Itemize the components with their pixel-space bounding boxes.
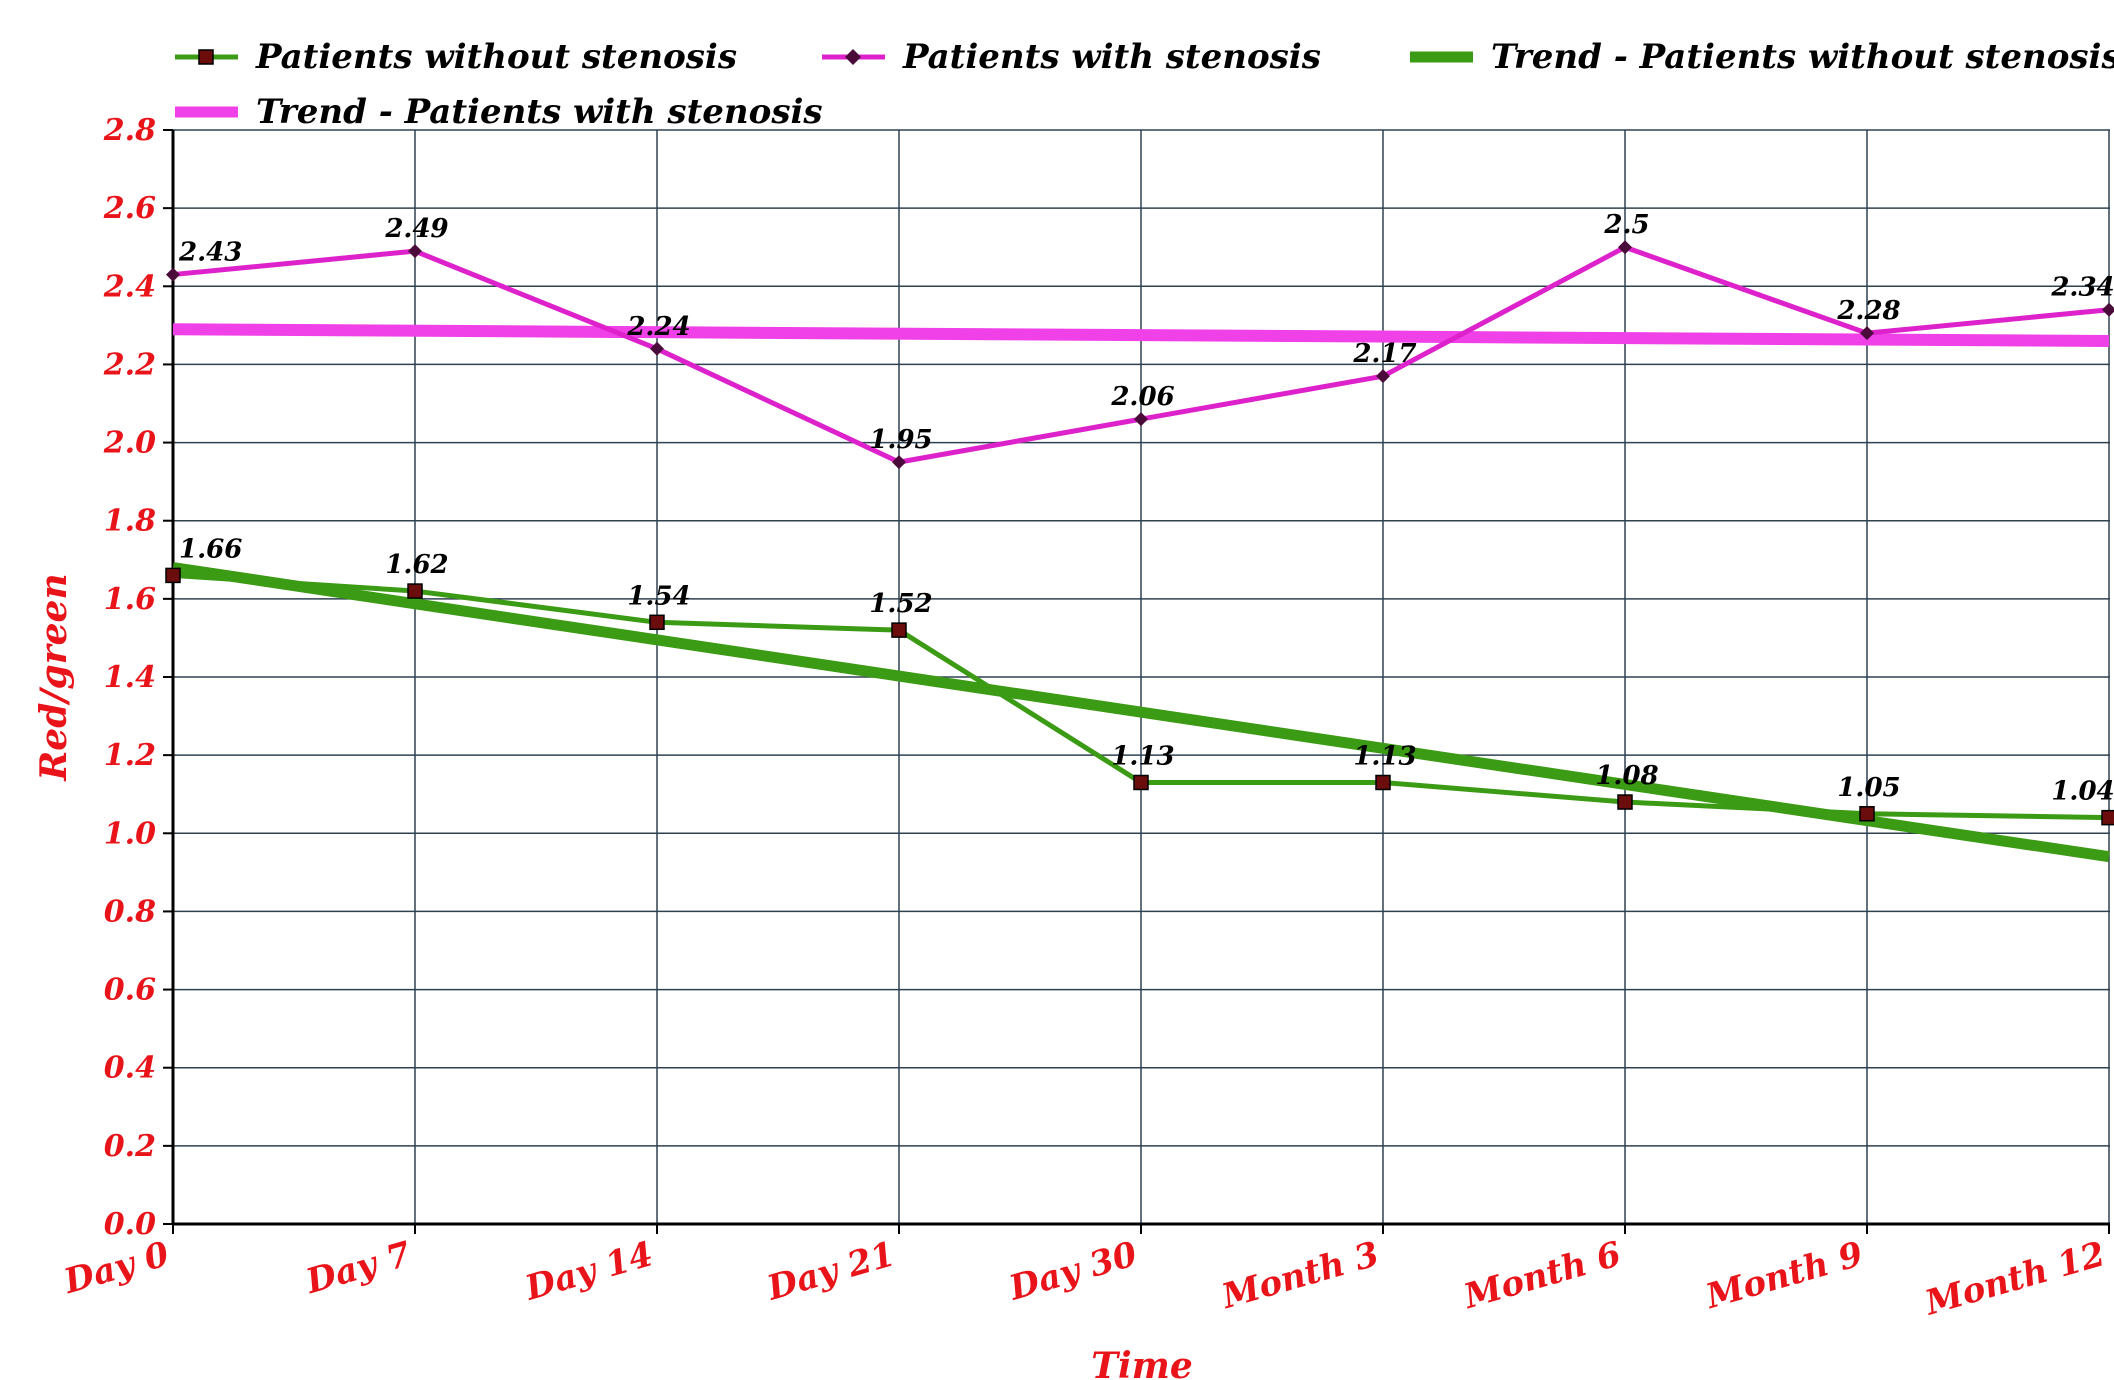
data-label-without-stenosis: 1.52 — [869, 589, 932, 619]
data-label-without-stenosis: 1.08 — [1595, 761, 1658, 791]
y-tick-label: 0.2 — [104, 1129, 156, 1164]
data-label-without-stenosis: 1.04 — [2051, 777, 2114, 807]
data-label-without-stenosis: 1.66 — [179, 534, 242, 564]
y-tick-label: 2.2 — [103, 347, 156, 382]
x-tick-label: Day 0 — [59, 1234, 174, 1302]
data-label-with-stenosis: 2.34 — [2050, 273, 2114, 303]
legend-label-without-stenosis: Patients without stenosis — [255, 37, 737, 77]
y-tick-labels: 0.0 0.2 0.4 0.6 0.8 1.0 1.2 1.4 1.6 1.8 2.0 2.2 2.4 2… — [103, 113, 156, 1242]
series-markers — [165, 240, 2114, 826]
y-tick-label: 0.8 — [104, 894, 156, 929]
y-tick-label: 1.8 — [104, 504, 156, 539]
point-marker-with-stenosis — [166, 267, 180, 282]
point-marker-without-stenosis — [165, 567, 181, 584]
y-tick-label: 1.6 — [104, 582, 156, 617]
data-label-with-stenosis: 2.43 — [178, 238, 242, 268]
data-label-with-stenosis: 2.49 — [384, 214, 448, 244]
point-marker-without-stenosis — [1133, 774, 1149, 791]
y-tick-label: 0.6 — [104, 973, 156, 1008]
legend-label-trend-without-stenosis: Trend - Patients without stenosis — [1491, 37, 2114, 77]
data-label-with-stenosis: 2.17 — [1352, 339, 1416, 369]
legend-label-with-stenosis: Patients with stenosis — [902, 37, 1321, 77]
y-tick-label: 1.4 — [104, 660, 156, 695]
point-marker-without-stenosis — [891, 622, 907, 638]
trend-line-with-stenosis — [172, 323, 2110, 347]
point-marker-with-stenosis — [1860, 326, 1874, 341]
point-marker-with-stenosis — [892, 455, 906, 470]
x-tick-label: Day 30 — [1004, 1234, 1142, 1309]
legend-marker-with-stenosis — [845, 49, 861, 65]
y-tick-label: 0.4 — [104, 1051, 156, 1086]
point-marker-with-stenosis — [1134, 412, 1148, 427]
legend-marker-without-stenosis — [198, 49, 214, 65]
point-marker-without-stenosis — [2101, 809, 2114, 826]
point-marker-with-stenosis — [1618, 240, 1632, 255]
point-marker-without-stenosis — [1375, 774, 1391, 791]
y-tick-label: 1.0 — [104, 816, 156, 851]
point-marker-without-stenosis — [1859, 806, 1875, 822]
legend-item-with-stenosis: Patients with stenosis — [822, 37, 1321, 77]
legend-label-trend-with-stenosis: Trend - Patients with stenosis — [256, 92, 823, 132]
x-tick-label: Day 7 — [301, 1234, 416, 1302]
data-label-with-stenosis: 2.24 — [626, 312, 690, 342]
x-tick-label: Day 14 — [520, 1234, 657, 1309]
x-tick-label: Day 21 — [762, 1234, 899, 1309]
data-label-without-stenosis: 1.13 — [1111, 741, 1174, 771]
data-label-without-stenosis: 1.62 — [385, 550, 448, 580]
data-labels: 1.66 1.62 1.54 1.52 1.13 1.13 1.08 1.05 1.04 2.43… — [178, 210, 2114, 806]
grid — [163, 129, 2110, 1234]
legend-item-without-stenosis: Patients without stenosis — [175, 37, 737, 77]
legend-item-trend-without-stenosis: Trend - Patients without stenosis — [1410, 37, 2114, 77]
x-tick-label: Month 12 — [1920, 1234, 2109, 1324]
x-tick-labels: Day 0 Day 7 Day 14 Day 21 Day 30 Month 3 Month… — [59, 1234, 2110, 1324]
y-tick-label: 2.4 — [103, 269, 156, 304]
data-label-without-stenosis: 1.05 — [1837, 773, 1900, 803]
data-label-with-stenosis: 2.06 — [1110, 382, 1174, 412]
y-tick-label: 1.2 — [104, 738, 156, 773]
y-tick-label: 2.0 — [103, 426, 156, 461]
point-marker-with-stenosis — [2102, 302, 2114, 317]
point-marker-without-stenosis — [1617, 794, 1633, 810]
point-marker-with-stenosis — [650, 341, 664, 356]
y-tick-label: 0.0 — [104, 1207, 156, 1242]
y-tick-label: 2.6 — [103, 191, 156, 226]
x-tick-label: Month 9 — [1701, 1234, 1868, 1317]
data-label-with-stenosis: 2.28 — [1836, 296, 1900, 326]
data-label-without-stenosis: 1.54 — [627, 581, 690, 611]
y-tick-label: 2.8 — [103, 113, 156, 148]
data-label-with-stenosis: 2.5 — [1603, 210, 1649, 240]
x-axis-title: Time — [1091, 1345, 1192, 1380]
point-marker-without-stenosis — [407, 583, 423, 599]
legend: Patients without stenosis Patients with … — [175, 37, 2114, 132]
point-marker-with-stenosis — [408, 244, 422, 259]
point-marker-with-stenosis — [1376, 369, 1390, 384]
x-tick-label: Month 6 — [1459, 1234, 1626, 1317]
data-label-with-stenosis: 1.95 — [869, 425, 932, 455]
axes — [171, 130, 2110, 1226]
point-marker-without-stenosis — [649, 614, 665, 631]
data-label-without-stenosis: 1.13 — [1353, 741, 1416, 771]
y-axis-title: Red/green — [33, 573, 75, 781]
x-tick-label: Month 3 — [1217, 1234, 1384, 1317]
legend-item-trend-with-stenosis: Trend - Patients with stenosis — [175, 92, 823, 132]
